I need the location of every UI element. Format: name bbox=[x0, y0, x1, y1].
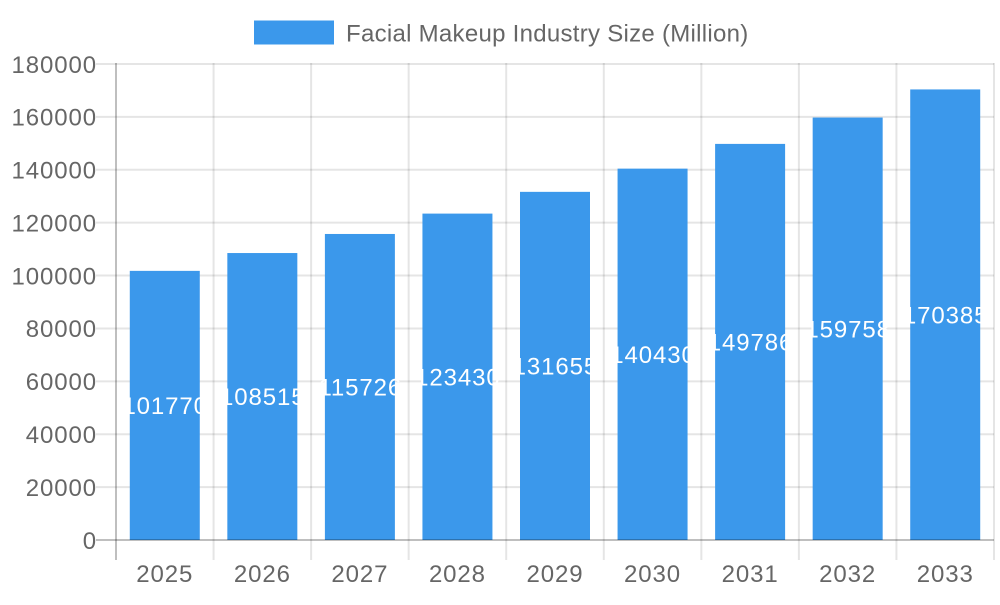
svg-text:60000: 60000 bbox=[26, 369, 97, 396]
svg-text:140000: 140000 bbox=[12, 158, 98, 185]
svg-text:0: 0 bbox=[83, 528, 97, 555]
svg-text:149786: 149786 bbox=[708, 330, 794, 357]
svg-text:160000: 160000 bbox=[12, 105, 98, 132]
svg-text:159758: 159758 bbox=[805, 317, 891, 344]
svg-text:2032: 2032 bbox=[819, 561, 876, 588]
svg-text:120000: 120000 bbox=[12, 210, 98, 237]
svg-text:2026: 2026 bbox=[234, 561, 291, 588]
svg-text:2029: 2029 bbox=[527, 561, 584, 588]
svg-text:100000: 100000 bbox=[12, 263, 98, 290]
svg-text:2030: 2030 bbox=[624, 561, 681, 588]
svg-text:80000: 80000 bbox=[26, 316, 97, 343]
svg-text:2033: 2033 bbox=[917, 561, 974, 588]
svg-text:2028: 2028 bbox=[429, 561, 486, 588]
svg-text:40000: 40000 bbox=[26, 422, 97, 449]
svg-text:2027: 2027 bbox=[331, 561, 388, 588]
svg-text:2025: 2025 bbox=[136, 561, 193, 588]
svg-text:123430: 123430 bbox=[415, 365, 501, 392]
svg-text:101770: 101770 bbox=[122, 393, 208, 420]
svg-text:20000: 20000 bbox=[26, 475, 97, 502]
svg-text:180000: 180000 bbox=[12, 52, 98, 79]
svg-text:2031: 2031 bbox=[722, 561, 779, 588]
svg-text:170385: 170385 bbox=[903, 302, 989, 329]
svg-text:115726: 115726 bbox=[318, 375, 402, 402]
svg-text:Facial Makeup Industry Size (M: Facial Makeup Industry Size (Million) bbox=[346, 20, 749, 47]
svg-text:131655: 131655 bbox=[513, 354, 599, 381]
svg-text:108515: 108515 bbox=[220, 384, 306, 411]
svg-text:140430: 140430 bbox=[610, 342, 696, 369]
